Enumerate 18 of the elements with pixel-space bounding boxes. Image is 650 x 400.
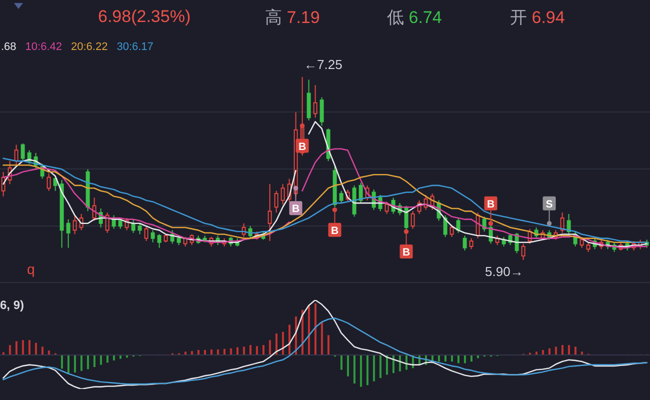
data-label: B	[292, 203, 300, 216]
data-label: B	[486, 198, 495, 210]
text: 高 7.19	[265, 8, 320, 27]
text: ←7.25	[304, 57, 342, 72]
data-label: B	[330, 224, 339, 237]
text: 10:6.42	[25, 40, 62, 54]
text: q	[27, 261, 35, 277]
chart-title: 6.98(2.35%)	[98, 7, 191, 28]
text: 低 6.74	[387, 8, 442, 27]
text: 开 6.94	[510, 8, 565, 27]
data-label: B	[298, 140, 306, 153]
data-label: S	[546, 198, 553, 210]
text: 5.90→	[485, 264, 524, 279]
chart-title: 6, 9)	[0, 298, 24, 312]
data-label: B	[402, 246, 410, 259]
text: 30:6.17	[116, 40, 154, 54]
text: .68	[1, 40, 16, 54]
text: 20:6.22	[71, 40, 108, 54]
